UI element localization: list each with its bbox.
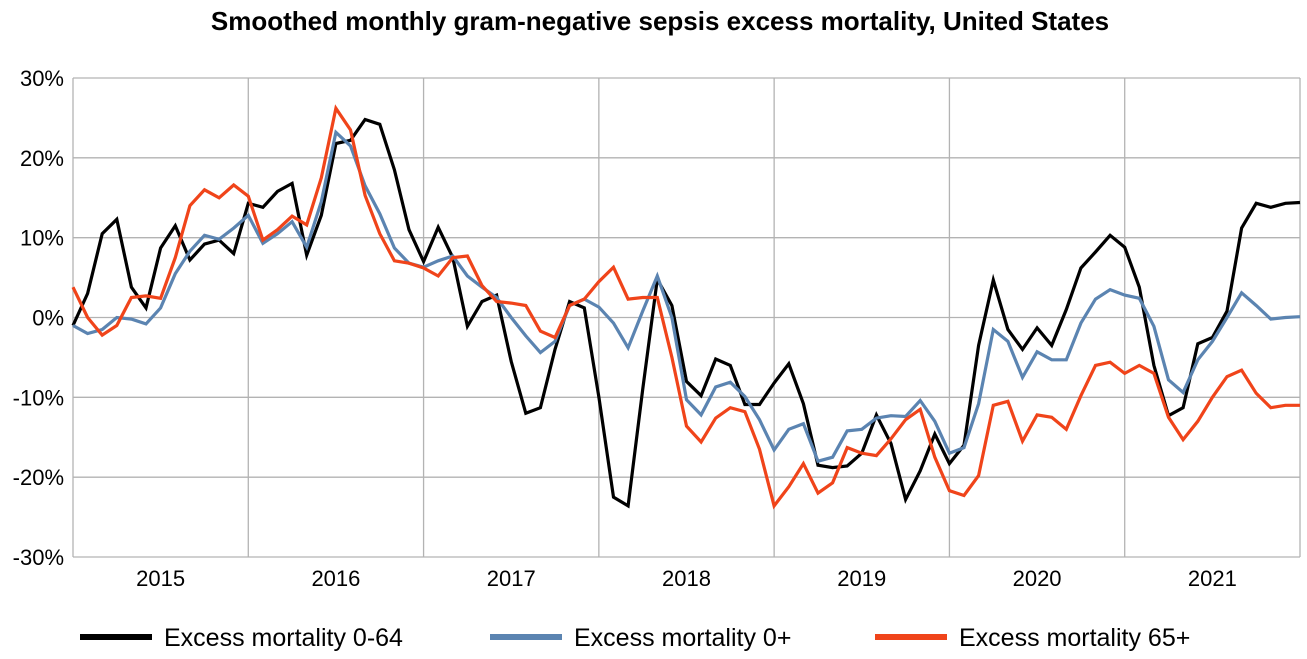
y-tick-label: -30%: [13, 545, 64, 570]
x-axis-ticks: 2015 2016 2017 2018 2019 2020 2021: [136, 566, 1237, 591]
series-lines: [71, 104, 1301, 510]
x-tick-label: 2020: [1013, 566, 1062, 591]
y-tick-label: -20%: [13, 465, 64, 490]
grid: [72, 77, 1301, 558]
legend-label: Excess mortality 0-64: [164, 624, 403, 652]
x-tick-label: 2021: [1188, 566, 1237, 591]
y-tick-label: 0%: [32, 306, 64, 331]
series-line-1: [72, 129, 1301, 464]
y-tick-label: -10%: [13, 385, 64, 410]
legend: Excess mortality 0-64 Excess mortality 0+…: [80, 624, 1190, 652]
x-tick-label: 2019: [837, 566, 886, 591]
y-axis-ticks: 30% 20% 10% 0% -10% -20% -30%: [13, 66, 64, 570]
series-line-2: [71, 104, 1300, 510]
y-tick-label: 20%: [20, 146, 64, 171]
y-tick-label: 30%: [20, 66, 64, 91]
legend-item: Excess mortality 0-64: [80, 624, 403, 652]
series-line-0: [71, 117, 1301, 509]
chart-title: Smoothed monthly gram-negative sepsis ex…: [211, 6, 1109, 36]
legend-item: Excess mortality 65+: [875, 624, 1190, 652]
legend-label: Excess mortality 0+: [574, 624, 791, 652]
x-tick-label: 2016: [311, 566, 360, 591]
legend-item: Excess mortality 0+: [490, 624, 791, 652]
legend-label: Excess mortality 65+: [959, 624, 1190, 652]
y-tick-label: 10%: [20, 226, 64, 251]
x-tick-label: 2018: [662, 566, 711, 591]
x-tick-label: 2015: [136, 566, 185, 591]
x-tick-label: 2017: [487, 566, 536, 591]
